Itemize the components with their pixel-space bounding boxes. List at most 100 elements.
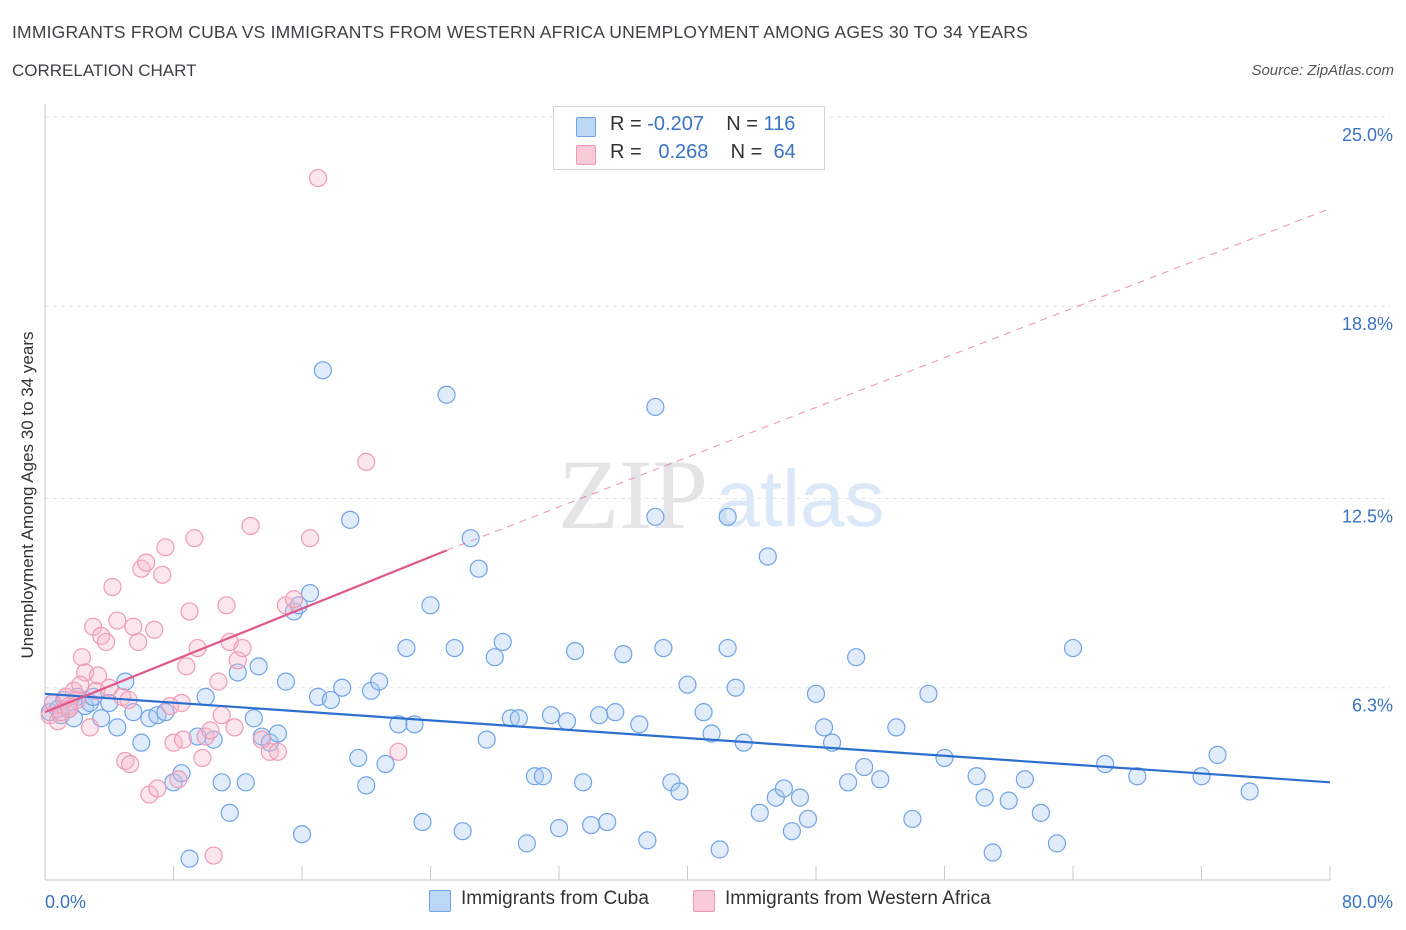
x-tick-label-max: 80.0% [1342,892,1393,912]
point-cuba [156,703,175,722]
point-western-africa [389,742,408,761]
watermark: ZIP atlas [558,439,884,550]
point-cuba [357,776,376,795]
point-cuba [1208,745,1227,764]
points [40,168,1259,868]
point-cuba [983,843,1002,862]
y-tick-label: 25.0% [1342,125,1393,145]
point-cuba [887,718,906,737]
point-western-africa [80,718,100,737]
point-cuba [975,788,994,807]
point-western-africa [209,672,228,691]
point-cuba [1192,767,1211,786]
point-western-africa [193,748,212,768]
point-cuba [493,632,512,652]
legend-swatch-western-africa [693,890,715,912]
point-cuba [212,773,231,792]
source-label: Source: ZipAtlas.com [1251,62,1394,79]
point-cuba [370,672,389,691]
point-western-africa [300,529,320,548]
point-cuba [678,675,697,694]
point-cuba [565,641,585,661]
point-cuba [1031,803,1050,822]
tick-labels: 6.3% 12.5% 18.8% 25.0% 0.0% 80.0% [45,125,1393,912]
point-cuba [670,782,689,801]
point-western-africa [148,779,167,798]
point-cuba [694,703,713,722]
point-western-africa [129,632,148,652]
trend-line-western-africa-extension [446,208,1331,551]
point-western-africa [103,577,122,597]
point-western-africa [88,666,108,685]
point-western-africa [121,754,140,774]
point-western-africa [72,648,92,667]
wa-n-value: 64 [773,141,796,163]
point-cuba [614,645,633,664]
wa-n-label: N = [730,141,763,163]
point-western-africa [124,617,143,636]
point-western-africa [156,538,175,557]
point-cuba [798,809,818,829]
y-tick-label: 6.3% [1352,696,1393,716]
point-western-africa [284,590,304,609]
point-cuba [445,638,464,658]
point-western-africa [204,846,223,865]
point-western-africa [71,675,90,694]
point-cuba [1096,754,1115,774]
point-cuba [341,510,360,529]
point-cuba [517,834,536,853]
point-cuba [654,638,673,658]
point-cuba [437,385,456,404]
point-cuba [903,809,922,829]
point-cuba [806,684,826,703]
point-western-africa [92,626,111,645]
point-western-africa [233,638,252,658]
point-western-africa [196,727,215,746]
point-cuba [461,529,480,548]
point-cuba [421,596,440,615]
point-western-africa [180,602,199,621]
point-cuba [249,657,268,676]
y-axis-label: Unemployment Among Ages 30 to 34 years [18,331,37,659]
point-western-africa [145,620,164,639]
point-western-africa [137,553,156,572]
point-cuba [1128,767,1147,786]
point-cuba [321,690,341,710]
point-cuba [196,687,215,706]
point-cuba [268,724,288,743]
point-cuba [413,812,432,832]
point-western-africa [108,611,127,630]
point-cuba [573,773,593,792]
point-cuba [758,547,777,566]
point-cuba [313,361,332,380]
cuba-r-value: -0.207 [647,113,704,135]
point-cuba [292,825,312,844]
point-cuba [1015,770,1034,789]
x-tick-label-min: 0.0% [45,892,86,912]
grid [45,116,1390,689]
cuba-swatch [576,117,596,137]
point-western-africa [201,721,220,740]
point-cuba [1047,834,1067,853]
point-cuba [630,715,649,734]
point-western-africa [268,742,288,761]
point-cuba [533,767,553,786]
point-cuba [750,803,769,822]
point-cuba [638,831,657,850]
point-cuba [718,638,737,658]
point-cuba [855,757,874,777]
point-western-africa [153,565,172,584]
point-cuba [541,706,561,725]
point-western-africa [212,706,231,725]
trend-line-cuba [44,692,1331,784]
point-cuba [244,709,263,728]
cuba-n-value: 116 [763,113,796,135]
point-western-africa [177,657,196,676]
series-legend: Immigrants from Cuba Immigrants from Wes… [0,888,1406,918]
point-western-africa [174,730,193,749]
point-cuba [557,712,577,731]
point-cuba [790,788,810,807]
trend-line-western-africa [44,549,447,714]
point-western-africa [132,559,151,578]
